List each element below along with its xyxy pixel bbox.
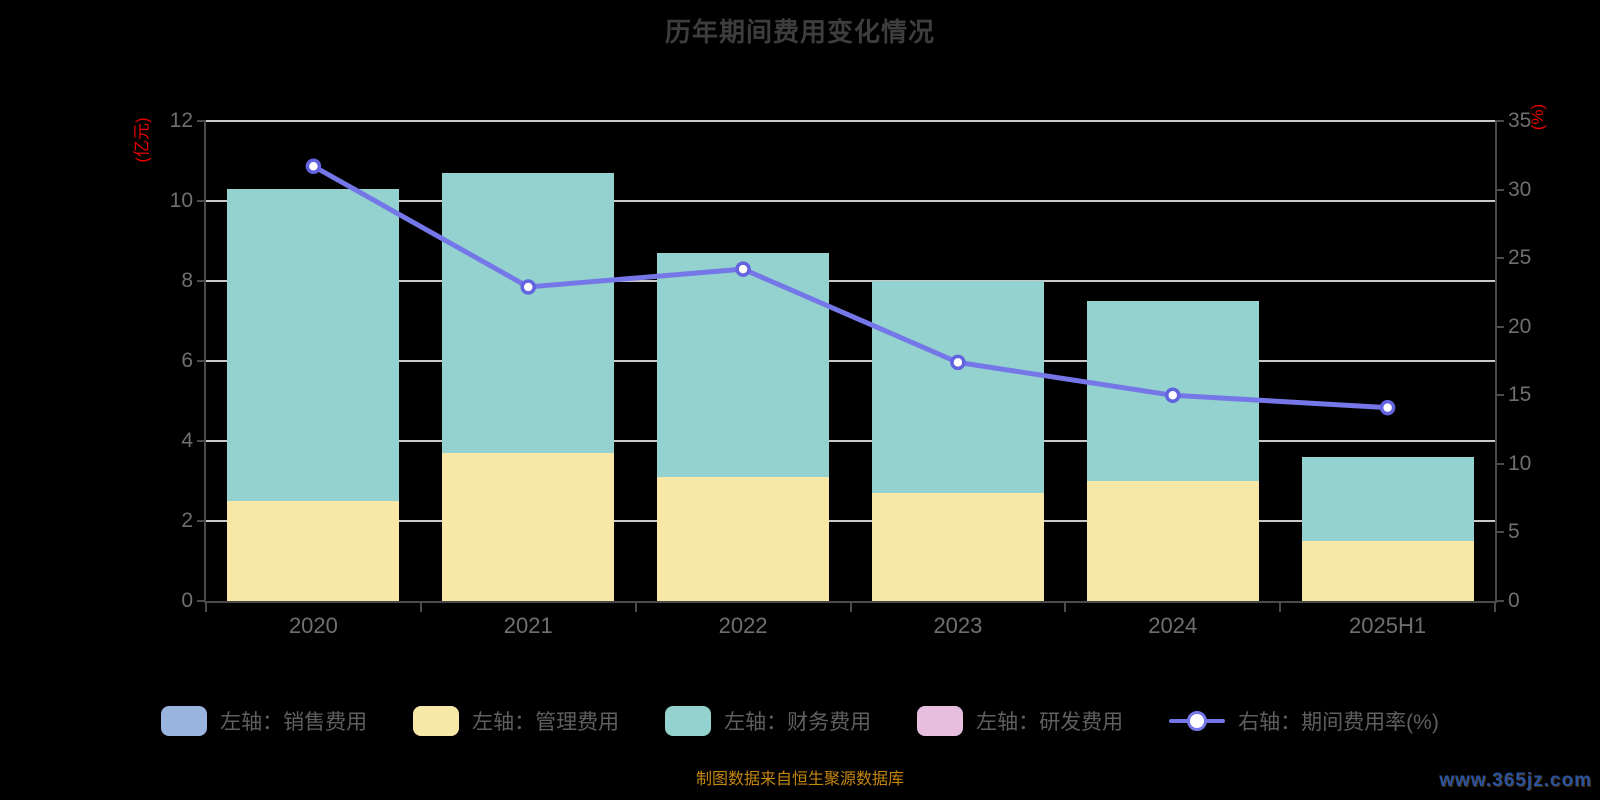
bar-segment-财务费用-2023[interactable]: [871, 281, 1044, 493]
bar-segment-管理费用-2023[interactable]: [871, 493, 1044, 601]
bar-segment-管理费用-2020[interactable]: [227, 501, 400, 601]
x-axis-tick: [205, 603, 207, 612]
line-point-2021[interactable]: [520, 279, 536, 295]
gridline: [206, 200, 1495, 202]
left-axis-tick-label: 6: [181, 349, 193, 372]
legend-label: 左轴：销售费用: [220, 711, 368, 734]
legend-label: 右轴：期间费用率(%): [1238, 711, 1439, 734]
legend-swatch-icon: [161, 706, 208, 736]
right-axis-tick-label: 20: [1508, 314, 1532, 338]
line-point-2023[interactable]: [950, 354, 966, 371]
right-axis-tick-label: 25: [1508, 246, 1532, 270]
x-axis-tick: [634, 603, 637, 612]
left-axis-tick-label: 2: [181, 509, 193, 532]
gridline: [206, 360, 1495, 362]
x-axis-tick: [1494, 603, 1496, 612]
x-axis-label: 2025H1: [1349, 613, 1427, 638]
right-axis-tick: [1495, 188, 1504, 191]
chart-title: 历年期间费用变化情况: [664, 17, 935, 47]
x-axis-label: 2020: [288, 613, 338, 638]
line-point-2024[interactable]: [1165, 387, 1181, 404]
right-axis-tick: [1495, 394, 1504, 397]
data-source-note: 制图数据来自恒生聚源数据库: [695, 771, 904, 788]
left-axis-tick: [197, 520, 206, 522]
x-axis-label: 2024: [1148, 613, 1198, 638]
left-axis-tick: [197, 600, 206, 602]
legend: 左轴：销售费用 左轴：管理费用 左轴：财务费用 左轴：研发费用 右轴：期间费用率(%): [0, 706, 1600, 736]
x-axis-label: 2022: [718, 613, 768, 638]
right-axis-tick: [1495, 531, 1504, 534]
plot-area: 0 2 4 6 8 10 12 0 5 10 15 20 25 30 35 2020 2021 2022 2023…: [170, 110, 1532, 638]
left-axis-tick: [197, 280, 206, 282]
legend-item-左轴：管理费用[interactable]: 左轴：管理费用: [413, 706, 619, 736]
left-axis-tick-label: 4: [181, 429, 193, 452]
legend-swatch-icon: [413, 706, 460, 736]
legend-item-左轴：研发费用[interactable]: 左轴：研发费用: [917, 706, 1123, 736]
left-axis-tick-label: 8: [181, 269, 193, 292]
x-axis-label: 2023: [933, 613, 983, 638]
gridline: [206, 520, 1495, 522]
line-point-2022[interactable]: [735, 261, 751, 277]
line-series-layer: [305, 158, 1396, 416]
x-axis-label: 2021: [503, 613, 553, 638]
gridline: [206, 440, 1495, 442]
left-axis-tick-label: 10: [169, 189, 193, 212]
line-point-2020[interactable]: [305, 158, 322, 175]
left-axis-tick: [197, 200, 206, 202]
left-axis-tick-label: 12: [169, 109, 193, 132]
right-axis-tick: [1495, 257, 1504, 260]
left-axis-tick: [197, 360, 206, 362]
legend-swatch-icon: [917, 706, 964, 736]
right-axis-line: [1495, 121, 1497, 603]
legend-label: 左轴：研发费用: [976, 711, 1124, 734]
right-axis-tick-label: 35: [1508, 109, 1532, 132]
legend-label: 左轴：管理费用: [472, 711, 620, 734]
gridline: [206, 120, 1495, 122]
right-axis-tick-label: 0: [1508, 589, 1520, 612]
right-axis-tick: [1495, 325, 1504, 328]
watermark-text: www.365jz.com: [1439, 770, 1592, 791]
legend-item-右轴：期间费用率(%)[interactable]: 右轴：期间费用率(%): [1169, 706, 1439, 736]
right-axis-tick-label: 10: [1508, 451, 1532, 475]
bar-segment-管理费用-2021[interactable]: [442, 453, 615, 601]
left-axis-tick: [197, 440, 206, 442]
bar-segment-管理费用-2022[interactable]: [657, 477, 830, 601]
x-axis-tick: [1279, 603, 1282, 612]
right-axis-tick: [1495, 462, 1504, 465]
gridline: [206, 280, 1495, 282]
x-axis-tick: [419, 603, 422, 612]
bar-segment-财务费用-2025H1[interactable]: [1301, 457, 1474, 541]
right-axis-tick-label: 5: [1508, 520, 1520, 544]
line-series-期间费用率(%)[interactable]: [310, 163, 1391, 411]
x-axis-tick: [1064, 603, 1067, 612]
right-axis-tick: [1495, 120, 1504, 122]
bar-segment-财务费用-2020[interactable]: [227, 189, 400, 501]
left-axis-line: [204, 121, 206, 603]
left-axis-tick-label: 0: [181, 589, 193, 612]
line-point-2025H1[interactable]: [1379, 399, 1396, 416]
legend-swatch-icon: [665, 706, 712, 736]
legend-item-左轴：销售费用[interactable]: 左轴：销售费用: [161, 706, 367, 736]
bar-segment-财务费用-2021[interactable]: [442, 173, 615, 453]
legend-label: 左轴：财务费用: [724, 711, 872, 734]
right-axis-tick-label: 15: [1508, 383, 1532, 407]
bar-segment-财务费用-2022[interactable]: [657, 253, 830, 477]
right-axis-tick-label: 30: [1508, 177, 1532, 201]
right-axis-tick: [1495, 600, 1504, 602]
bar-segment-管理费用-2024[interactable]: [1086, 481, 1259, 601]
left-axis-tick: [197, 120, 206, 122]
legend-item-左轴：财务费用[interactable]: 左轴：财务费用: [665, 706, 871, 736]
bar-segment-管理费用-2025H1[interactable]: [1301, 541, 1474, 601]
x-axis-line: [204, 601, 1497, 603]
x-axis-tick: [849, 603, 852, 612]
legend-line-marker-icon: [1169, 706, 1226, 736]
